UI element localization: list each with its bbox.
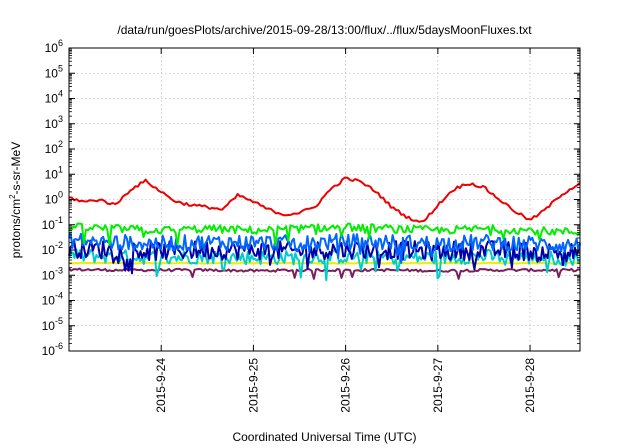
y-tick-exponent: 1 <box>58 164 63 174</box>
x-tick-label: 2015-9-24 <box>154 358 168 413</box>
y-tick-label: 102 <box>45 139 63 156</box>
y-tick-exponent: 0 <box>58 190 63 200</box>
y-tick-base: 10 <box>45 92 59 106</box>
y-tick-exponent: -5 <box>55 316 63 326</box>
x-tick-label: 2015-9-26 <box>339 358 353 413</box>
series-line-3 <box>68 232 581 264</box>
y-axis-label-unit: -s-sr-MeV <box>9 142 23 195</box>
y-tick-label: 10-1 <box>42 215 63 232</box>
y-tick-label: 106 <box>45 38 63 55</box>
y-tick-base: 10 <box>45 66 59 80</box>
y-tick-exponent: 4 <box>58 89 63 99</box>
y-axis-label-main: protons/cm <box>9 199 23 258</box>
y-tick-base: 10 <box>45 167 59 181</box>
series-layer <box>68 176 581 282</box>
y-tick-base: 10 <box>42 268 56 282</box>
x-tick-label: 2015-9-27 <box>431 358 445 413</box>
y-tick-base: 10 <box>42 344 56 358</box>
y-tick-base: 10 <box>42 243 56 257</box>
x-axis-label: Coordinated Universal Time (UTC) <box>232 430 416 444</box>
y-tick-exponent: -3 <box>55 265 63 275</box>
y-tick-exponent: 6 <box>58 38 63 48</box>
y-tick-base: 10 <box>45 41 59 55</box>
y-tick-exponent: 3 <box>58 114 63 124</box>
y-tick-label: 10-4 <box>42 291 63 308</box>
y-tick-base: 10 <box>42 319 56 333</box>
y-tick-label: 103 <box>45 114 63 131</box>
series-line-1 <box>68 176 581 223</box>
y-tick-label: 104 <box>45 89 63 106</box>
x-tick-label: 2015-9-28 <box>523 358 537 413</box>
axis-ticks: 10-610-510-410-310-210-11001011021031041… <box>42 38 580 413</box>
y-axis-label: protons/cm2-s-sr-MeV <box>8 142 23 258</box>
y-tick-label: 10-3 <box>42 265 63 282</box>
y-tick-label: 100 <box>45 190 63 207</box>
y-tick-label: 10-2 <box>42 240 63 257</box>
y-tick-label: 101 <box>45 164 63 181</box>
y-tick-base: 10 <box>45 193 59 207</box>
y-tick-base: 10 <box>42 218 56 232</box>
y-axis-label-sup: 2 <box>8 194 17 199</box>
series-line-2 <box>68 222 581 247</box>
y-tick-exponent: -2 <box>55 240 63 250</box>
y-tick-label: 10-5 <box>42 316 63 333</box>
y-tick-label: 105 <box>45 63 63 80</box>
y-tick-label: 10-6 <box>42 341 63 358</box>
y-tick-exponent: -1 <box>55 215 63 225</box>
y-tick-exponent: 5 <box>58 63 63 73</box>
y-tick-exponent: -4 <box>55 291 63 301</box>
y-tick-exponent: -6 <box>55 341 63 351</box>
chart-title: /data/run/goesPlots/archive/2015-09-28/1… <box>117 23 532 37</box>
y-tick-exponent: 2 <box>58 139 63 149</box>
x-tick-label: 2015-9-25 <box>246 358 260 413</box>
y-tick-base: 10 <box>42 294 56 308</box>
y-tick-base: 10 <box>45 142 59 156</box>
y-tick-base: 10 <box>45 117 59 131</box>
